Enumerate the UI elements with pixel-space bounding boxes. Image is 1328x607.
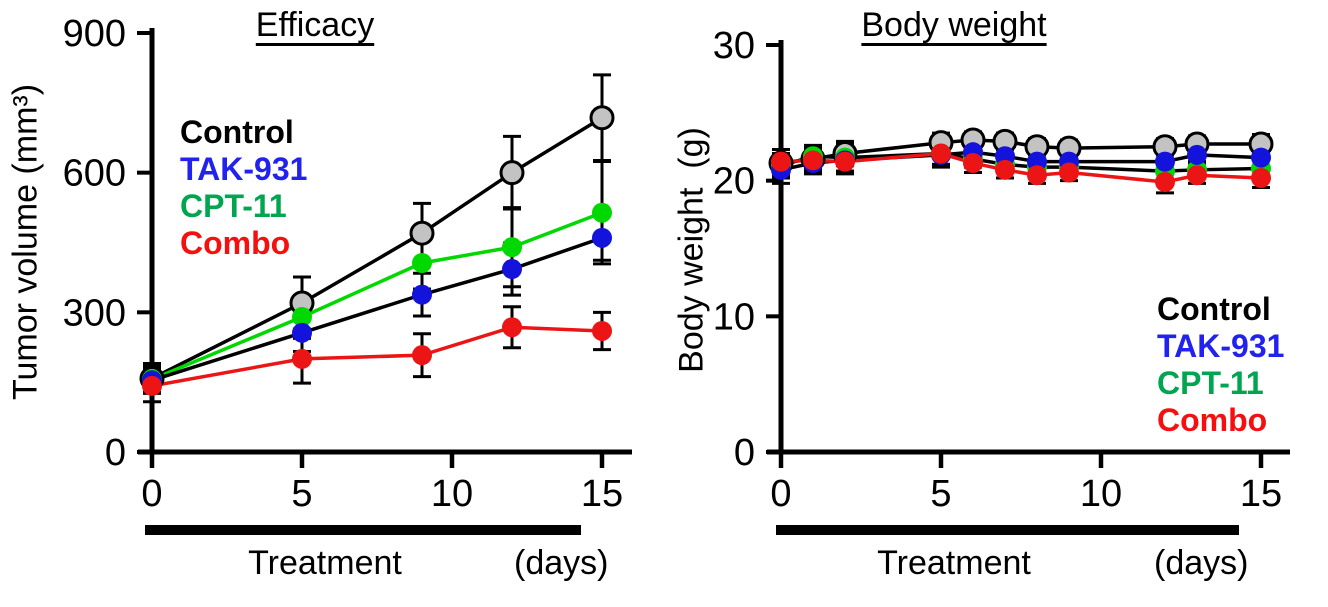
bodyweight-days-label: (days) <box>1154 544 1249 582</box>
data-point-combo <box>931 143 951 164</box>
efficacy-days-label: (days) <box>514 544 609 582</box>
legend-item-tak931: TAK-931 <box>1157 328 1285 364</box>
data-point-combo <box>412 345 432 366</box>
legend-item-cpt11: CPT-11 <box>1157 365 1264 401</box>
y-tick-label: 0 <box>105 432 126 474</box>
efficacy-y-axis-label: Tumor volume (mm³) <box>6 83 45 401</box>
bodyweight-title: Body weight <box>861 6 1047 44</box>
x-tick-label: 15 <box>1240 473 1282 515</box>
data-point-combo <box>803 150 823 171</box>
data-point-tak-931 <box>292 322 312 343</box>
data-point-cpt-11 <box>502 237 522 258</box>
y-tick-label: 300 <box>63 292 126 334</box>
efficacy-treatment-label: Treatment <box>248 544 402 582</box>
y-tick-label: 0 <box>734 432 755 474</box>
data-point-control <box>589 105 615 131</box>
data-point-tak-931 <box>1155 151 1175 172</box>
data-point-combo <box>1187 165 1207 186</box>
data-point-combo <box>963 153 983 174</box>
data-point-tak-931 <box>1187 144 1207 165</box>
data-point-combo <box>835 151 855 172</box>
bodyweight-treatment-label: Treatment <box>877 544 1031 582</box>
x-tick-label: 10 <box>431 473 473 515</box>
legend-item-control: Control <box>1157 291 1271 327</box>
data-point-combo <box>1155 172 1175 193</box>
x-tick-label: 5 <box>291 473 312 515</box>
data-point-control <box>409 220 435 246</box>
data-point-combo <box>592 320 612 341</box>
data-point-tak-931 <box>592 227 612 248</box>
x-tick-label: 15 <box>581 473 623 515</box>
legend-item-combo: Combo <box>1157 402 1268 438</box>
data-point-cpt-11 <box>412 252 432 273</box>
data-point-tak-931 <box>412 284 432 305</box>
data-point-combo <box>771 151 791 172</box>
data-point-combo <box>1027 165 1047 186</box>
legend-item-control: Control <box>180 114 294 150</box>
data-point-combo <box>1059 162 1079 183</box>
y-tick-label: 600 <box>63 153 126 195</box>
y-tick-label: 30 <box>713 25 755 67</box>
data-point-cpt-11 <box>292 306 312 327</box>
legend-item-tak931: TAK-931 <box>180 151 308 187</box>
series-line-combo <box>151 325 603 388</box>
data-point-combo <box>502 317 522 338</box>
y-tick-label: 20 <box>713 161 755 203</box>
legend-item-cpt11: CPT-11 <box>180 188 287 224</box>
legend-item-combo: Combo <box>180 225 291 261</box>
data-point-cpt-11 <box>592 202 612 223</box>
y-tick-label: 900 <box>63 13 126 55</box>
x-tick-label: 5 <box>930 473 951 515</box>
efficacy-treatment-bar <box>145 525 581 535</box>
data-point-control <box>499 160 525 186</box>
bodyweight-y-axis-label: Body weight (g) <box>672 127 711 373</box>
efficacy-title: Efficacy <box>255 6 375 44</box>
x-tick-label: 0 <box>770 473 791 515</box>
data-point-combo <box>995 159 1015 180</box>
efficacy-legend: Control TAK-931 CPT-11 Combo <box>180 114 307 262</box>
y-tick-label: 10 <box>713 296 755 338</box>
data-point-tak-931 <box>1251 147 1271 168</box>
data-point-combo <box>292 348 312 369</box>
x-tick-label: 0 <box>141 473 162 515</box>
x-tick-label: 10 <box>1080 473 1122 515</box>
bodyweight-treatment-bar <box>776 525 1239 535</box>
data-point-combo <box>142 375 162 396</box>
bodyweight-legend: Control TAK-931 CPT-11 Combo <box>1157 291 1284 439</box>
data-point-combo <box>1251 167 1271 188</box>
data-point-tak-931 <box>502 259 522 280</box>
